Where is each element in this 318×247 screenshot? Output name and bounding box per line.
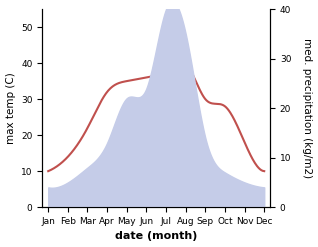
X-axis label: date (month): date (month) bbox=[115, 231, 197, 242]
Y-axis label: max temp (C): max temp (C) bbox=[5, 72, 16, 144]
Y-axis label: med. precipitation (kg/m2): med. precipitation (kg/m2) bbox=[302, 38, 313, 178]
